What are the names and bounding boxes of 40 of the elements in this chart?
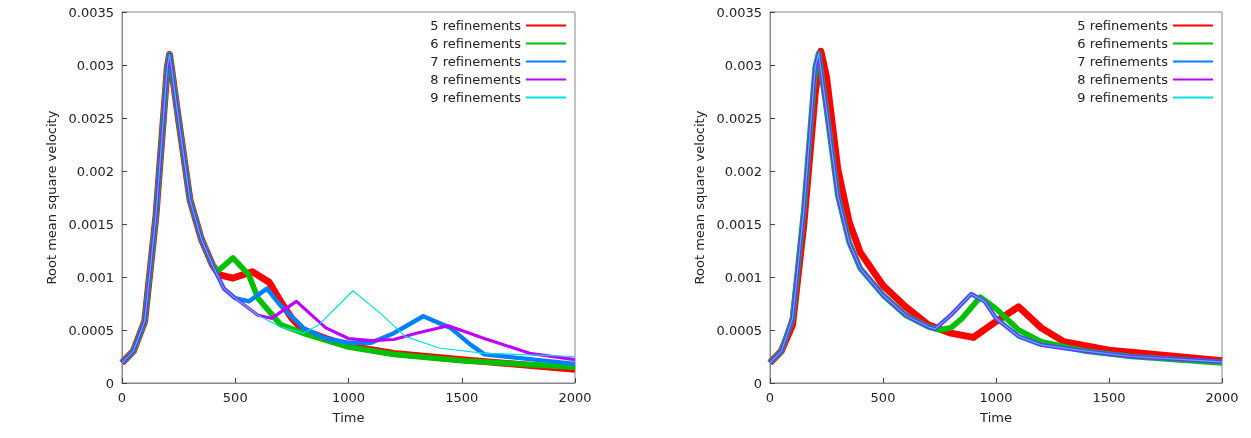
y-tick-label: 0.0015 xyxy=(716,216,762,232)
y-axis-title: Root mean square velocity xyxy=(691,110,707,285)
x-tick-label: 1500 xyxy=(445,390,479,405)
y-tick-label: 0.001 xyxy=(724,269,762,285)
legend-label: 9 refinements xyxy=(430,90,522,105)
y-tick-label: 0.001 xyxy=(76,269,114,285)
x-tick-label: 2000 xyxy=(558,390,592,405)
y-tick-label: 0.003 xyxy=(76,57,114,73)
y-tick-label: 0.0005 xyxy=(68,322,114,338)
y-tick-label: 0.0005 xyxy=(716,322,762,338)
y-tick-label: 0.0025 xyxy=(716,110,762,126)
legend-label: 8 refinements xyxy=(1077,72,1169,87)
x-tick-label: 1000 xyxy=(979,390,1013,405)
y-tick-label: 0.0035 xyxy=(68,4,114,20)
legend-label: 9 refinements xyxy=(1077,90,1169,105)
y-tick-label: 0.002 xyxy=(76,163,114,179)
legend-label: 8 refinements xyxy=(430,72,522,87)
legend-label: 5 refinements xyxy=(430,18,522,33)
y-tick-label: 0.002 xyxy=(724,163,762,179)
legend-label: 7 refinements xyxy=(1077,54,1169,69)
y-axis-title: Root mean square velocity xyxy=(43,110,59,285)
y-tick-label: 0 xyxy=(753,375,762,391)
legend-label: 7 refinements xyxy=(430,54,522,69)
y-tick-label: 0.0015 xyxy=(68,216,114,232)
y-tick-label: 0.0025 xyxy=(68,110,114,126)
legend-label: 6 refinements xyxy=(1077,36,1169,51)
x-tick-label: 0 xyxy=(117,390,127,405)
x-tick-label: 500 xyxy=(222,390,248,405)
legend-label: 5 refinements xyxy=(1077,18,1169,33)
x-axis-title: Time xyxy=(331,410,365,425)
legend-label: 6 refinements xyxy=(430,36,522,51)
x-tick-label: 1000 xyxy=(331,390,366,405)
y-tick-label: 0 xyxy=(105,375,114,391)
x-axis-title: Time xyxy=(979,410,1012,425)
y-tick-label: 0.003 xyxy=(724,57,762,73)
y-tick-label: 0.0035 xyxy=(716,4,762,20)
x-tick-label: 0 xyxy=(765,390,775,405)
x-tick-label: 500 xyxy=(870,390,896,405)
x-tick-label: 1500 xyxy=(1092,390,1126,405)
x-tick-label: 2000 xyxy=(1205,390,1239,405)
